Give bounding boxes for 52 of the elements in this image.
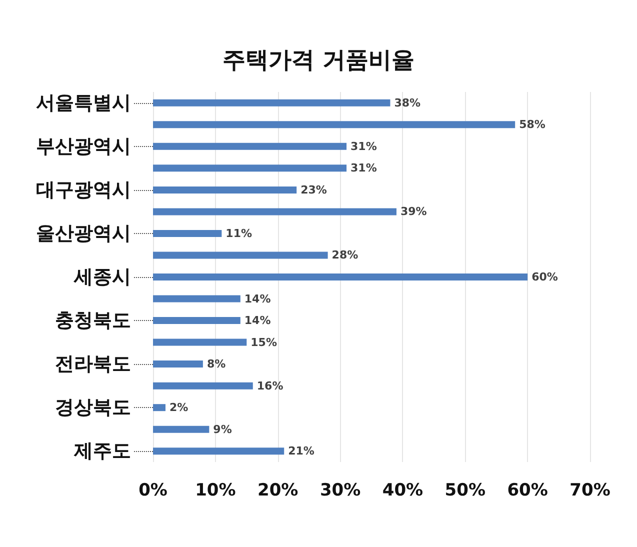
y-tick-label: 제주도	[73, 440, 131, 462]
y-tick-label: 경상북도	[55, 396, 131, 419]
data-label: 11%	[226, 226, 252, 240]
x-tick-label: 70%	[570, 480, 610, 500]
data-label: 60%	[532, 270, 558, 284]
data-label: 38%	[394, 96, 421, 110]
data-label: 31%	[350, 140, 377, 153]
data-label: 14%	[244, 314, 271, 328]
y-tick-label: 전라북도	[55, 353, 131, 376]
data-label: 14%	[244, 292, 271, 306]
data-label: 2%	[169, 401, 188, 414]
data-label: 58%	[519, 118, 546, 132]
x-tick-label: 30%	[320, 480, 361, 500]
bar	[153, 317, 240, 324]
bar	[153, 252, 328, 259]
data-label: 8%	[206, 358, 226, 371]
bar	[153, 338, 247, 346]
bar	[153, 360, 203, 368]
bar	[153, 382, 253, 390]
bar	[153, 426, 210, 433]
x-tick-label: 0%	[138, 480, 168, 500]
y-tick-label: 서울특별시	[36, 92, 131, 114]
bar	[153, 274, 528, 280]
data-label: 31%	[350, 162, 377, 175]
y-tick-label: 대구광역시	[36, 178, 131, 201]
x-tick-label: 10%	[195, 480, 236, 500]
bar	[153, 295, 240, 302]
data-label: 23%	[300, 183, 327, 196]
bar	[153, 404, 166, 412]
data-label: 15%	[250, 336, 277, 349]
x-tick-label: 40%	[382, 480, 424, 500]
bar	[153, 99, 390, 106]
bar	[153, 230, 222, 237]
bar	[153, 208, 396, 216]
data-label: 21%	[288, 444, 314, 458]
data-label: 28%	[332, 248, 358, 262]
y-tick-label: 부산광역시	[36, 135, 131, 158]
y-tick-label: 울산광역시	[36, 222, 131, 244]
bar	[153, 142, 347, 150]
data-label: 39%	[400, 205, 427, 218]
chart-title: 주택가격 거품비율	[222, 48, 415, 74]
x-tick-label: 20%	[258, 480, 298, 500]
bar	[153, 186, 297, 194]
y-tick-label: 충청북도	[55, 310, 131, 332]
data-label: 16%	[256, 379, 284, 392]
bar	[153, 448, 284, 455]
bar	[153, 121, 516, 128]
y-tick-label: 세종시	[73, 266, 131, 288]
data-label: 9%	[213, 422, 232, 436]
x-tick-label: 60%	[507, 480, 548, 500]
bar	[153, 164, 347, 172]
x-tick-label: 50%	[444, 480, 486, 500]
